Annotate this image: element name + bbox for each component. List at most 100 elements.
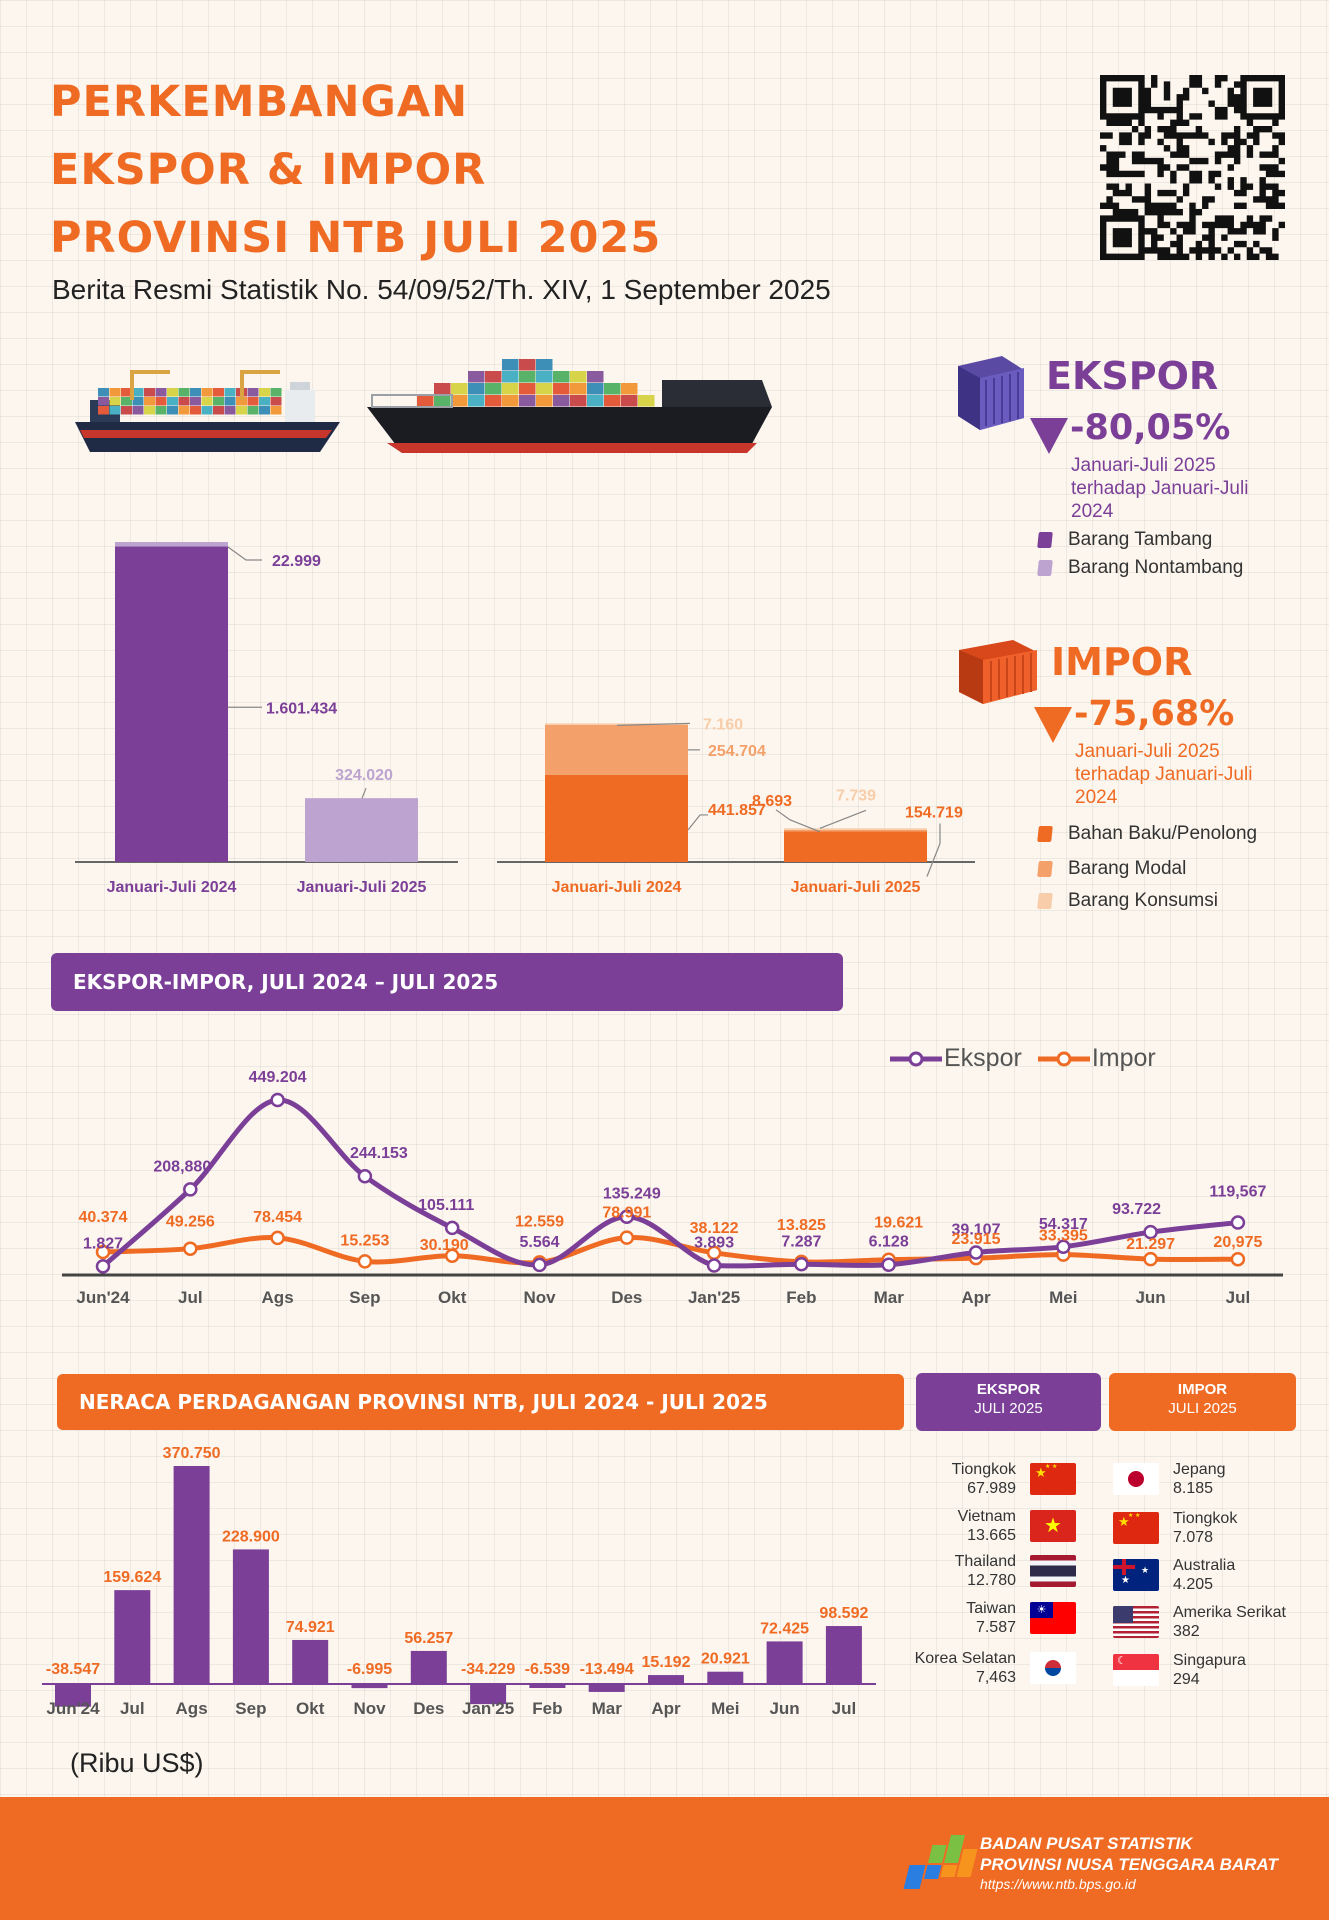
data-label: 38.122	[690, 1220, 739, 1237]
container	[201, 406, 213, 415]
orange-container-icon	[959, 640, 1037, 704]
bar	[173, 1466, 210, 1684]
data-label: 30.190	[420, 1237, 469, 1254]
x-tick-label: Jun'24	[46, 1699, 100, 1718]
container	[178, 406, 190, 415]
data-point	[357, 1168, 373, 1184]
container	[247, 388, 259, 397]
ekspor-kpi-label: EKSPOR	[1046, 354, 1219, 398]
japan-flag-icon	[1113, 1463, 1159, 1495]
bar-segment	[115, 546, 228, 862]
data-point	[270, 1092, 285, 1108]
footer-org-line1: BADAN PUSAT STATISTIK	[980, 1834, 1193, 1853]
data-label: 20.921	[701, 1651, 750, 1668]
container	[213, 406, 224, 415]
container	[638, 395, 655, 407]
x-tick-label: Mar	[592, 1699, 623, 1718]
data-label: 23.915	[952, 1231, 1001, 1248]
data-point	[183, 1241, 198, 1256]
container	[167, 397, 178, 406]
partner-value: 7,463	[975, 1669, 1016, 1686]
container	[201, 397, 213, 406]
data-label: 40.374	[79, 1209, 128, 1226]
south-korea-flag-icon	[1030, 1652, 1076, 1684]
partner-row: Vietnam 13.665 ★	[880, 1504, 1076, 1548]
neraca-banner: NERACA PERDAGANGAN PROVINSI NTB, JULI 20…	[57, 1374, 904, 1430]
data-label: 208,880	[153, 1158, 211, 1175]
container	[132, 397, 144, 406]
bps-logo-icon[interactable]	[900, 1831, 978, 1897]
page-subtitle: Berita Resmi Statistik No. 54/09/52/Th. …	[52, 274, 831, 305]
container	[621, 395, 638, 407]
container	[190, 397, 201, 406]
data-label: 244.153	[350, 1145, 408, 1162]
data-label: 72.425	[760, 1620, 809, 1637]
bar	[825, 1626, 862, 1684]
data-label: 49.256	[166, 1214, 215, 1231]
china-flag-icon: ★ ★ ★	[1113, 1512, 1159, 1544]
partner-value: 12.780	[967, 1572, 1016, 1589]
bar-segment	[305, 798, 418, 862]
impor-kpi-label: IMPOR	[1051, 640, 1193, 684]
partner-country: Singapura	[1173, 1652, 1246, 1669]
container	[224, 406, 236, 415]
ekspor-legend-marker	[890, 1051, 942, 1066]
category-label: Januari-Juli 2024	[552, 879, 682, 896]
partner-value: 67.989	[967, 1480, 1016, 1497]
container	[167, 388, 178, 397]
x-tick-label: Des	[611, 1288, 642, 1307]
leader-line	[361, 787, 367, 799]
qr-code-icon[interactable]	[1100, 75, 1285, 260]
bar	[766, 1641, 803, 1684]
data-point	[357, 1254, 373, 1269]
partner-country: Jepang	[1173, 1461, 1226, 1478]
legend-label: Bahan Baku/Penolong	[1068, 823, 1258, 844]
line-legend: Ekspor Impor	[888, 1044, 1156, 1073]
cargo-ship-small-icon	[75, 370, 340, 452]
impor-partner-header-period: JULI 2025	[1168, 1400, 1237, 1417]
legend-item: Barang Nontambang	[1037, 554, 1243, 582]
container	[121, 397, 132, 406]
data-label: 19.621	[874, 1215, 923, 1232]
data-label: 370.750	[163, 1445, 221, 1462]
data-label: 15.192	[642, 1654, 691, 1671]
container	[519, 359, 536, 371]
partner-row: Amerika Serikat 382	[1113, 1598, 1313, 1646]
down-arrow-icon	[1030, 418, 1068, 454]
ekspor-partner-list: Tiongkok 67.989 ★ ★ ★ Vietnam 13.665 ★ Thai…	[880, 1454, 1076, 1694]
impor-change-value: -75,68%	[1074, 694, 1235, 734]
data-label: 74.921	[286, 1619, 335, 1636]
legend-swatch	[1037, 893, 1053, 909]
legend-item: Bahan Baku/Penolong	[1037, 816, 1258, 852]
container	[155, 388, 167, 397]
container	[519, 383, 536, 395]
x-tick-label: Mei	[711, 1699, 739, 1718]
data-point	[532, 1257, 547, 1273]
bar	[529, 1684, 566, 1688]
partner-country: Thailand	[954, 1553, 1016, 1570]
container	[178, 397, 190, 406]
title-line-1: PERKEMBANGAN	[50, 77, 469, 127]
bar	[410, 1650, 447, 1684]
container	[587, 371, 604, 383]
x-tick-label: Sep	[349, 1288, 380, 1307]
bar-segment	[545, 723, 688, 725]
container	[434, 395, 451, 407]
container	[201, 388, 213, 397]
data-point	[706, 1258, 722, 1273]
neraca-banner-text: NERACA PERDAGANGAN PROVINSI NTB, JULI 20…	[79, 1390, 768, 1414]
data-label: 6.128	[869, 1234, 909, 1251]
x-tick-label: Jun	[1135, 1288, 1165, 1307]
container	[604, 383, 621, 395]
x-tick-label: Nov	[353, 1699, 386, 1718]
data-label: 13.825	[777, 1217, 826, 1234]
data-point	[619, 1209, 635, 1224]
container	[109, 397, 121, 406]
legend-item: Barang Tambang	[1037, 526, 1243, 554]
footer-url[interactable]: https://www.ntb.bps.go.id	[980, 1876, 1136, 1892]
usa-flag-icon	[1113, 1606, 1159, 1638]
legend-swatch	[1037, 560, 1053, 576]
title-line-2: EKSPOR & IMPOR	[50, 145, 487, 195]
container	[485, 383, 502, 395]
data-label: 15.253	[340, 1232, 389, 1249]
